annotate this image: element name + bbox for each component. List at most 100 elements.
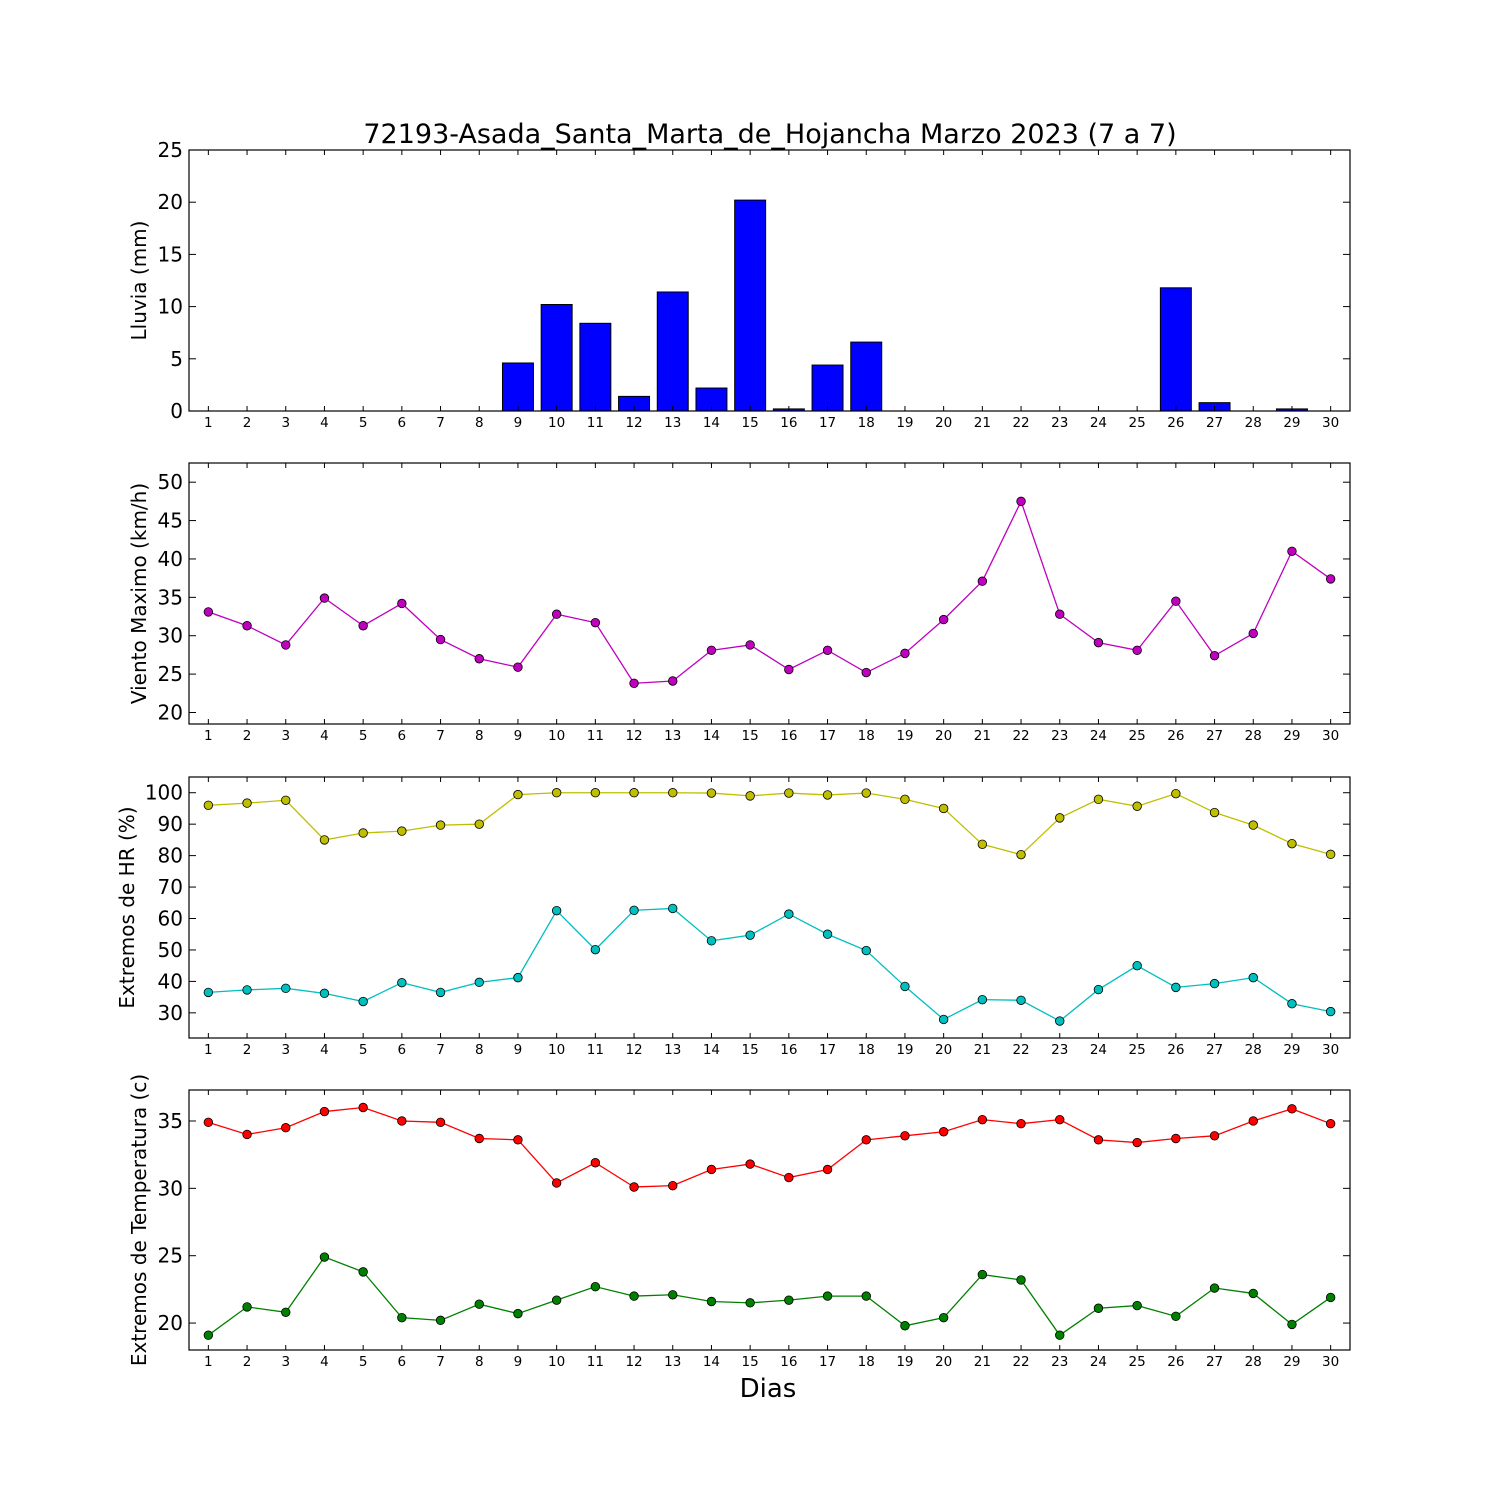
humidity-series-2-point-day-10 (551, 905, 562, 916)
x-tick-label: 12 (625, 415, 642, 431)
wind-series-1-point-day-3 (281, 640, 291, 650)
x-tick-label: 21 (974, 1354, 991, 1370)
x-tick-label: 14 (703, 415, 720, 431)
x-tick-label: 21 (974, 728, 991, 744)
wind-series-1-point-day-2 (242, 621, 252, 631)
x-tick-label: 11 (587, 728, 604, 744)
humidity-series-2-point-day-14 (706, 936, 717, 946)
humidity-series-2-line (208, 907, 1331, 1022)
humidity-series-1-point-day-15 (745, 791, 755, 801)
humidity-series-1-point-day-2 (242, 798, 252, 808)
x-tick-label: 17 (819, 1042, 836, 1058)
x-tick-label: 7 (436, 1354, 445, 1370)
x-tick-label: 3 (281, 728, 290, 744)
temperature-series-1-point-day-10 (551, 1178, 562, 1188)
x-tick-label: 7 (436, 415, 445, 431)
wind-series-1-point-day-16 (784, 664, 794, 675)
humidity-series-2-point-day-16 (784, 909, 794, 919)
x-tick-label: 18 (858, 1354, 875, 1370)
temperature-series-2-point-day-11 (590, 1281, 601, 1292)
temperature-series-2-point-day-20 (938, 1312, 949, 1323)
wind-series-1-point-day-19 (900, 648, 910, 659)
humidity-series-1-point-day-27 (1209, 807, 1220, 818)
humidity-series-1-point-day-19 (900, 794, 910, 805)
x-tick-label: 22 (1012, 1042, 1029, 1058)
x-tick-label: 24 (1090, 1042, 1107, 1058)
humidity-series-2-point-day-8 (474, 977, 484, 988)
temperature-series-2-point-day-28 (1248, 1288, 1258, 1299)
y-tick-label: 35 (158, 585, 183, 609)
x-tick-label: 27 (1206, 728, 1223, 744)
temperature-series-1-point-day-20 (938, 1127, 949, 1137)
y-tick-label: 40 (158, 547, 183, 571)
humidity-series-1-point-day-11 (590, 788, 601, 798)
wind-series-1-point-day-28 (1248, 628, 1258, 639)
x-tick-label: 3 (281, 1354, 290, 1370)
x-tick-label: 1 (204, 415, 213, 431)
x-tick-label: 20 (935, 1042, 952, 1058)
x-tick-label: 4 (320, 1354, 329, 1370)
temperature-series-1-point-day-13 (668, 1180, 678, 1191)
wind-series-1-point-day-23 (1055, 609, 1065, 619)
x-tick-label: 8 (475, 1042, 484, 1058)
humidity-series-2-point-day-18 (861, 945, 871, 956)
temperature-series-2-point-day-22 (1016, 1275, 1026, 1285)
humidity-series-1-point-day-23 (1055, 813, 1065, 823)
panel-rain-frame (188, 149, 1351, 412)
y-tick-label: 30 (158, 624, 183, 648)
x-tick-label: 28 (1245, 1354, 1262, 1370)
rain-bar-day-9 (501, 362, 534, 412)
temperature-series-2-point-day-14 (706, 1296, 717, 1307)
x-tick-label: 5 (359, 728, 368, 744)
x-tick-label: 19 (896, 728, 913, 744)
x-tick-label: 9 (514, 415, 523, 431)
humidity-series-2-point-day-19 (900, 981, 910, 992)
temperature-series-1-point-day-30 (1325, 1118, 1336, 1129)
temperature-series-2-point-day-21 (977, 1269, 988, 1280)
x-tick-label: 18 (858, 728, 875, 744)
y-tick-label: 70 (158, 875, 183, 899)
temperature-series-1-point-day-23 (1055, 1114, 1065, 1125)
wind-series-1-point-day-26 (1171, 596, 1181, 606)
x-tick-label: 29 (1283, 728, 1300, 744)
rain-bar-day-13 (656, 291, 689, 412)
humidity-series-1-point-day-12 (629, 788, 639, 798)
humidity-series-2-point-day-24 (1093, 984, 1104, 995)
x-tick-label: 3 (281, 1042, 290, 1058)
temperature-series-1-point-day-3 (281, 1123, 291, 1133)
rain-bar-day-17 (811, 364, 844, 412)
temperature-series-2-point-day-13 (668, 1290, 678, 1300)
x-tick-label: 19 (896, 1354, 913, 1370)
humidity-series-1-point-day-14 (706, 788, 717, 798)
x-tick-label: 30 (1322, 1354, 1339, 1370)
humidity-series-1-point-day-28 (1248, 820, 1258, 830)
x-tick-label: 13 (664, 415, 681, 431)
temperature-series-1-point-day-15 (745, 1159, 755, 1169)
x-tick-label: 30 (1322, 415, 1339, 431)
x-tick-label: 20 (935, 728, 952, 744)
temperature-series-2-point-day-27 (1209, 1283, 1220, 1293)
humidity-series-1-point-day-20 (938, 803, 949, 814)
wind-series-1-point-day-4 (319, 593, 330, 603)
humidity-series-2-point-day-1 (203, 987, 214, 998)
temperature-series-1-point-day-22 (1016, 1118, 1026, 1129)
humidity-series-2-point-day-9 (513, 972, 523, 983)
x-tick-label: 23 (1051, 1042, 1068, 1058)
temperature-series-1-point-day-9 (513, 1135, 523, 1145)
temperature-series-1-point-day-29 (1287, 1104, 1297, 1114)
x-tick-label: 23 (1051, 415, 1068, 431)
wind-series-1-point-day-1 (203, 607, 214, 617)
x-tick-label: 15 (742, 1042, 759, 1058)
temperature-series-2-point-day-12 (629, 1291, 639, 1301)
wind-series-1-line (208, 499, 1332, 684)
x-tick-label: 5 (359, 1042, 368, 1058)
humidity-series-2-point-day-13 (668, 903, 678, 914)
humidity-series-1-point-day-6 (397, 826, 407, 836)
y-tick-label: 25 (158, 662, 183, 686)
wind-series-1-point-day-21 (977, 576, 988, 586)
x-tick-label: 25 (1129, 1354, 1146, 1370)
